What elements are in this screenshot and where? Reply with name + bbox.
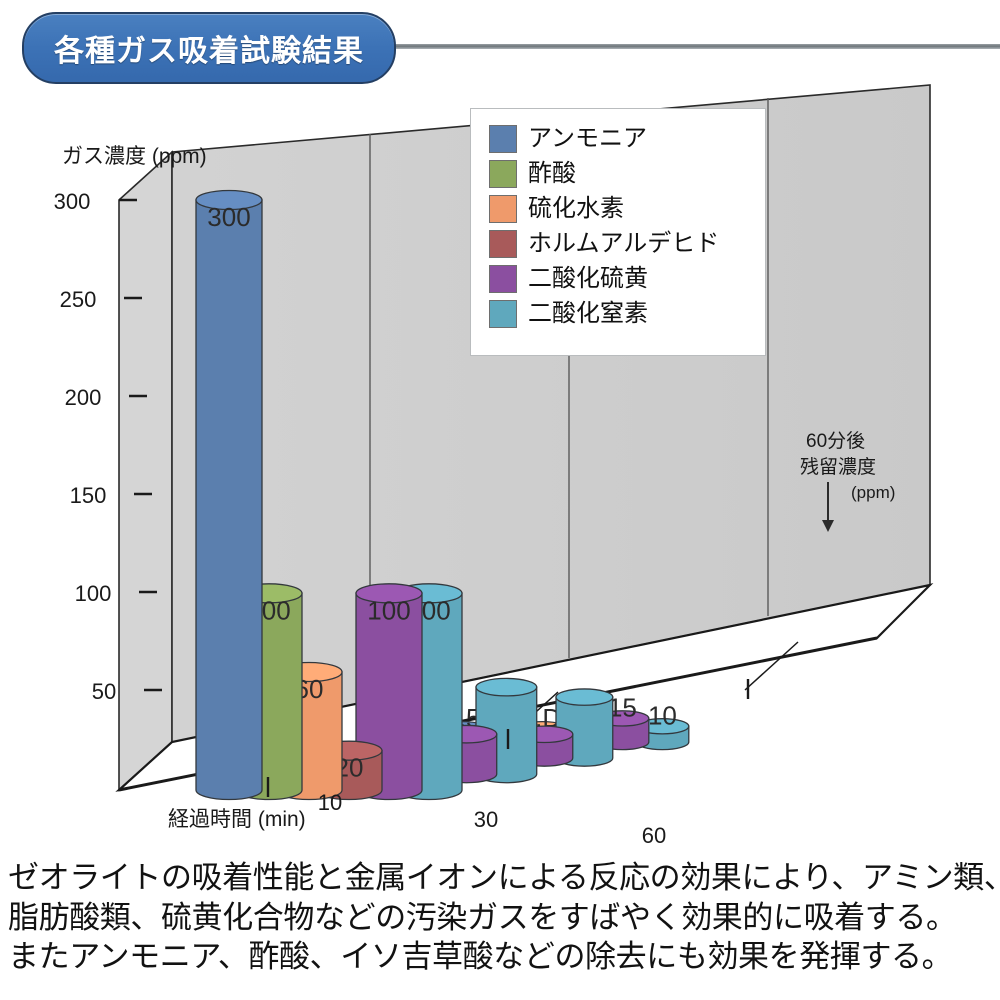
page-title: 各種ガス吸着試験結果 bbox=[54, 35, 364, 68]
bar-value-label: 10 bbox=[648, 700, 677, 730]
cylinder-body bbox=[195, 199, 263, 801]
y-axis-tick-labels: 300 250 200 150 100 50 bbox=[54, 189, 117, 704]
residual-concentration-annotation: 60分後 残留濃度 (ppm) bbox=[800, 430, 895, 532]
y-tick-100: 100 bbox=[75, 581, 112, 606]
legend-list: アンモニア酢酸硫化水素ホルムアルデヒド 二酸化硫黄二酸化窒素 bbox=[471, 109, 765, 331]
legend-item: 二酸化窒素 bbox=[489, 296, 765, 331]
annotation-line-2: 残留濃度 bbox=[800, 456, 876, 478]
x-tick-label-30: 30 bbox=[474, 807, 498, 832]
legend-swatch bbox=[489, 264, 517, 293]
legend-swatch bbox=[489, 299, 517, 328]
caption-block: ゼオライトの吸着性能と金属イオンによる反応の効果により、アミン類、 脂肪酸類、硫… bbox=[8, 858, 1000, 977]
legend-label: ホルムアルデヒド bbox=[528, 229, 720, 257]
floor-row-sep-3 bbox=[744, 641, 799, 691]
y-tick-250: 250 bbox=[60, 287, 97, 312]
legend-label: 二酸化硫黄 bbox=[528, 264, 648, 292]
legend-label: 二酸化窒素 bbox=[528, 299, 648, 327]
legend-label: 酢酸 bbox=[528, 159, 576, 187]
caption-line-1: ゼオライトの吸着性能と金属イオンによる反応の効果により、アミン類、 bbox=[8, 860, 1000, 895]
header-divider-line bbox=[180, 44, 1000, 49]
legend: アンモニア酢酸硫化水素ホルムアルデヒド 二酸化硫黄二酸化窒素 bbox=[470, 108, 766, 356]
legend-swatch bbox=[489, 159, 517, 188]
y-tick-200: 200 bbox=[65, 385, 102, 410]
title-badge: 各種ガス吸着試験結果 bbox=[22, 12, 396, 84]
y-tick-300: 300 bbox=[54, 189, 91, 214]
bar-cylinder bbox=[195, 189, 263, 801]
y-axis: ガス濃度 (ppm) 300 250 200 150 100 50 bbox=[54, 145, 207, 704]
x-axis-title: 経過時間 (min) bbox=[168, 808, 306, 831]
x-tick-label-10: 10 bbox=[318, 790, 342, 815]
cylinder-top bbox=[355, 583, 423, 604]
bar-value-label: 100 bbox=[367, 595, 410, 625]
y-tick-50: 50 bbox=[92, 679, 116, 704]
caption-line-2: 脂肪酸類、硫黄化合物などの汚染ガスをすばやく効果的に吸着する。 bbox=[8, 899, 957, 935]
y-axis-ticks bbox=[119, 198, 162, 692]
cylinder-top bbox=[475, 677, 538, 697]
legend-swatch bbox=[489, 229, 517, 258]
legend-label: 硫化水素 bbox=[528, 194, 624, 222]
legend-item: 二酸化硫黄 bbox=[489, 261, 765, 296]
legend-item: ホルムアルデヒド bbox=[489, 226, 765, 261]
legend-label: アンモニア bbox=[528, 124, 648, 152]
legend-swatch bbox=[489, 194, 517, 223]
bar-value-label: 300 bbox=[207, 202, 250, 232]
annotation-line-1: 60分後 bbox=[806, 430, 865, 452]
left-wall bbox=[118, 150, 173, 792]
legend-item: 硫化水素 bbox=[489, 191, 765, 226]
x-axis: 経過時間 (min) 10 30 60 bbox=[168, 679, 750, 848]
legend-item: 酢酸 bbox=[489, 156, 765, 191]
bars-layer: 10152N.D.10.51001002060100300 bbox=[195, 189, 690, 801]
annotation-arrow-head-icon bbox=[822, 520, 834, 532]
cylinder-top bbox=[195, 189, 263, 211]
legend-swatch bbox=[489, 124, 517, 153]
cylinder-top bbox=[555, 688, 614, 706]
annotation-line-3: (ppm) bbox=[851, 483, 895, 502]
y-axis-title: ガス濃度 (ppm) bbox=[62, 145, 207, 168]
x-tick-label-60: 60 bbox=[642, 823, 666, 848]
y-tick-150: 150 bbox=[70, 483, 107, 508]
caption-line-3: またアンモニア、酢酸、イソ吉草酸などの除去にも効果を発揮する。 bbox=[8, 939, 953, 975]
legend-item: アンモニア bbox=[489, 121, 765, 156]
